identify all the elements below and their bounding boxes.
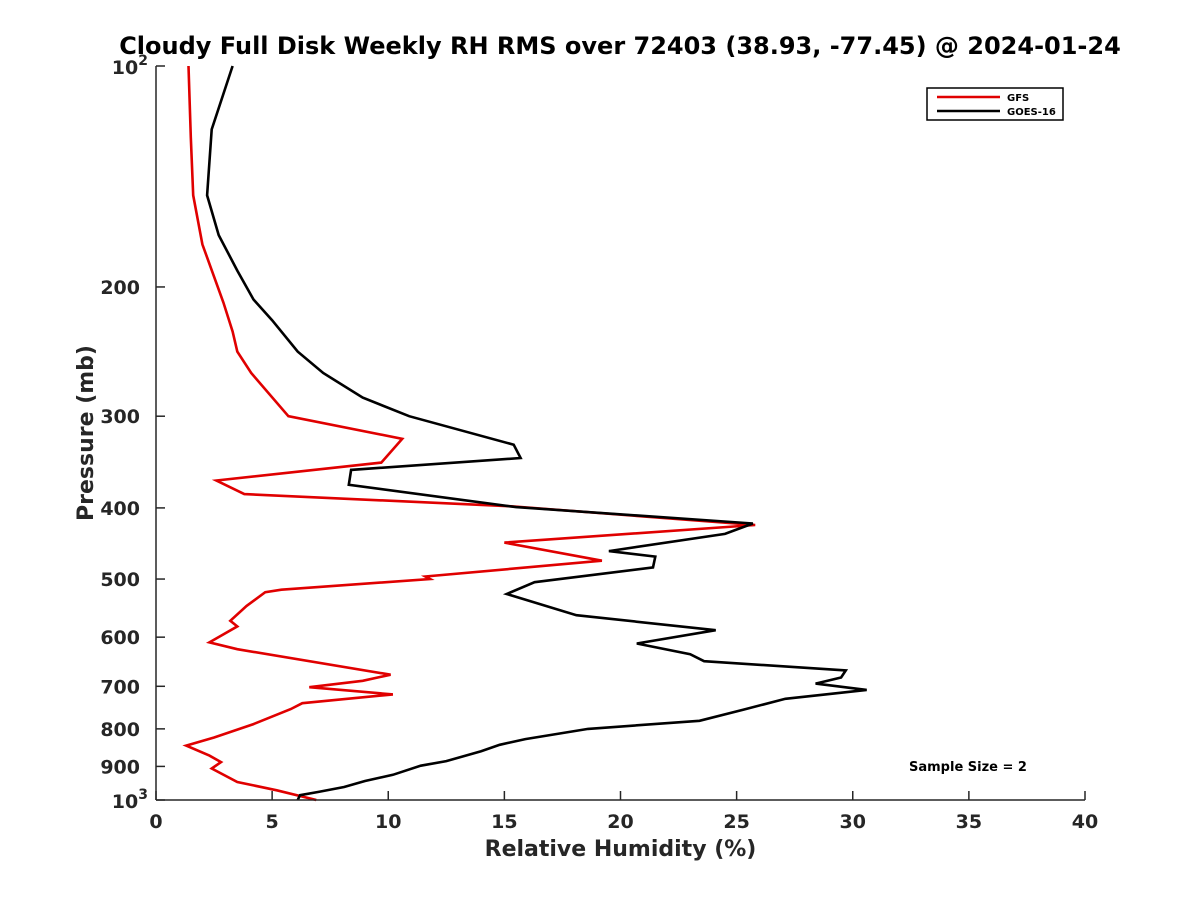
y-tick-label: 600: [100, 627, 140, 649]
x-tick-label: 40: [1072, 811, 1098, 833]
x-tick-label: 10: [375, 811, 401, 833]
y-tick-label: 700: [100, 676, 140, 698]
y-tick-label: 103: [112, 787, 148, 813]
y-tick-label: 400: [100, 498, 140, 520]
y-tick-label: 500: [100, 569, 140, 591]
series-line-goes16: [205, 65, 867, 801]
x-tick-label: 20: [607, 811, 633, 833]
chart-title: Cloudy Full Disk Weekly RH RMS over 7240…: [119, 32, 1121, 60]
plot-background: [156, 66, 1085, 800]
x-tick-label: 5: [266, 811, 279, 833]
x-axis-ticks: 0 5 10 15 20 25 30 35 40: [149, 791, 1098, 833]
sample-size-annotation: Sample Size = 2: [909, 760, 1027, 775]
y-tick-label: 300: [100, 406, 140, 428]
x-tick-label: 35: [956, 811, 982, 833]
legend-label-gfs: GFS: [1007, 93, 1029, 104]
y-axis-label: Pressure (mb): [74, 345, 99, 521]
y-tick-label: 200: [100, 277, 140, 299]
x-tick-label: 0: [149, 811, 162, 833]
x-tick-label: 30: [840, 811, 866, 833]
y-tick-label: 102: [112, 53, 148, 79]
legend-box: [926, 87, 1064, 121]
series-layer: [182, 65, 867, 802]
plot-area: [155, 65, 1085, 802]
y-tick-label: 900: [100, 756, 140, 778]
y-axis-ticks: 102 200 300 400 500 600 700 800 900 103: [100, 53, 165, 813]
x-axis-label: Relative Humidity (%): [485, 837, 757, 862]
series-line-gfs: [182, 65, 756, 802]
x-tick-label: 25: [723, 811, 749, 833]
x-tick-label: 15: [491, 811, 517, 833]
legend: GFS GOES-16: [926, 87, 1064, 121]
y-tick-label: 800: [100, 719, 140, 741]
legend-label-goes16: GOES-16: [1007, 107, 1056, 118]
